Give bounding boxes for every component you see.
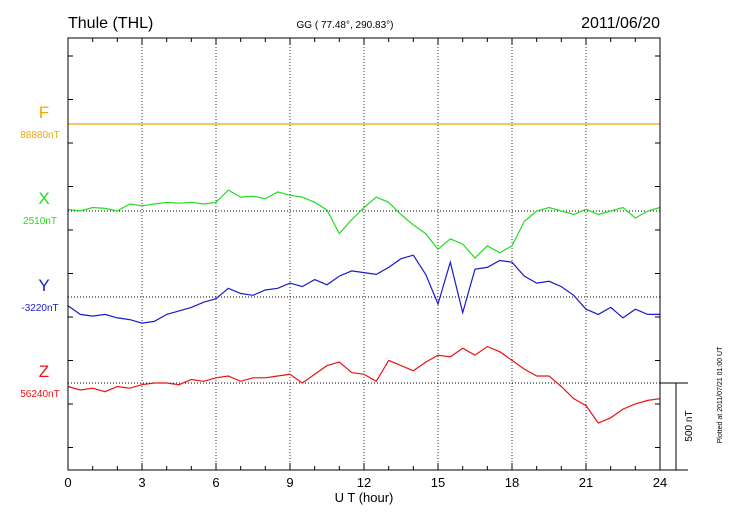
grid-lines [68, 38, 660, 470]
series-f-name: F [39, 103, 49, 122]
x-tick-label: 0 [64, 475, 71, 490]
x-tick-label: 21 [579, 475, 593, 490]
axis-ticks [67, 38, 661, 470]
series-x-name: X [38, 189, 49, 208]
series-z-line [67, 345, 661, 424]
x-tick-label: 12 [357, 475, 371, 490]
series-z-baseline-label: 56240nT [20, 389, 59, 400]
x-tick-labels: 0 3 6 9 12 15 18 21 24 [64, 475, 667, 490]
scale-bar: 500 nT [660, 382, 695, 471]
x-tick-label: 18 [505, 475, 519, 490]
x-tick-label: 6 [212, 475, 219, 490]
series-y-name: Y [38, 276, 49, 295]
series-x-baseline-label: 2510nT [23, 216, 57, 227]
date-label: 2011/06/20 [581, 15, 660, 32]
x-tick-label: 24 [653, 475, 667, 490]
scale-bar-label: 500 nT [684, 410, 695, 441]
station-title: Thule (THL) [68, 15, 153, 32]
series-f-baseline-label: 88880nT [20, 130, 59, 141]
x-tick-label: 3 [138, 475, 145, 490]
series-y-line [67, 254, 660, 324]
series-x-line [67, 189, 661, 259]
series-labels: F 88880nT X 2510nT Y -3220nT Z 56240nT [20, 103, 59, 400]
series-y-baseline-label: -3220nT [21, 303, 58, 314]
plotted-note: Plotted at 2011/07/21 01:00 UT [717, 346, 724, 443]
x-axis-label: U T (hour) [335, 490, 394, 505]
series-z-name: Z [39, 362, 49, 381]
x-tick-label: 9 [286, 475, 293, 490]
coordinates-label: GG ( 77.48°, 290.83°) [297, 20, 394, 31]
series-layer [67, 123, 661, 424]
x-tick-label: 15 [431, 475, 445, 490]
